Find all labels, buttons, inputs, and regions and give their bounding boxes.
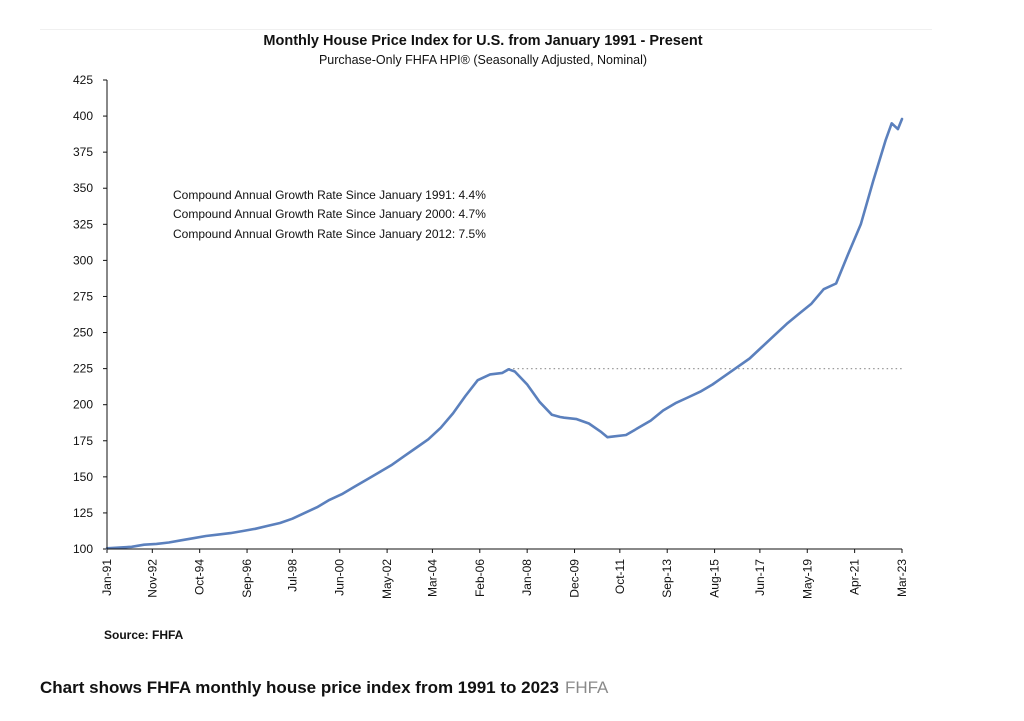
y-tick-label: 150 bbox=[73, 470, 93, 484]
x-tick-label: Sep-13 bbox=[660, 559, 674, 598]
y-tick-label: 125 bbox=[73, 506, 93, 520]
house-price-index-chart: Monthly House Price Index for U.S. from … bbox=[73, 33, 909, 642]
x-tick-label: Jul-98 bbox=[285, 559, 299, 592]
y-tick-label: 200 bbox=[73, 398, 93, 412]
y-tick-label: 275 bbox=[73, 289, 93, 303]
annotation-cagr-1991: Compound Annual Growth Rate Since Januar… bbox=[173, 188, 486, 202]
y-tick-label: 375 bbox=[73, 145, 93, 159]
y-tick-label: 300 bbox=[73, 253, 93, 267]
x-tick-label: May-02 bbox=[380, 559, 394, 599]
chart-title: Monthly House Price Index for U.S. from … bbox=[263, 33, 702, 49]
top-divider bbox=[40, 29, 932, 30]
y-tick-label: 100 bbox=[73, 542, 93, 556]
y-axis: 100 125 150 175 200 225 250 275 300 325 350 375 400 4… bbox=[73, 73, 107, 556]
x-tick-label: Jan-08 bbox=[520, 559, 534, 596]
x-tick-label: Oct-94 bbox=[193, 559, 207, 595]
annotation-cagr-2000: Compound Annual Growth Rate Since Januar… bbox=[173, 207, 486, 221]
x-tick-label: Jun-00 bbox=[333, 559, 347, 596]
x-tick-label: Dec-09 bbox=[568, 559, 582, 598]
y-tick-label: 425 bbox=[73, 73, 93, 87]
y-tick-label: 350 bbox=[73, 181, 93, 195]
x-axis: Jan-91 Nov-92 Oct-94 Sep-96 Jul-98 Jun-00 May-… bbox=[100, 549, 909, 599]
y-tick-label: 250 bbox=[73, 326, 93, 340]
y-tick-label: 175 bbox=[73, 434, 93, 448]
annotation-cagr-2012: Compound Annual Growth Rate Since Januar… bbox=[173, 227, 486, 241]
x-tick-label: Apr-21 bbox=[848, 559, 862, 595]
y-tick-label: 400 bbox=[73, 109, 93, 123]
series-line-hpi bbox=[105, 117, 904, 550]
x-tick-label: Mar-23 bbox=[895, 559, 909, 597]
figure-caption: Chart shows FHFA monthly house price ind… bbox=[40, 678, 608, 698]
x-tick-label: Jan-91 bbox=[100, 559, 114, 596]
x-tick-label: Aug-15 bbox=[708, 559, 722, 598]
caption-text: Chart shows FHFA monthly house price ind… bbox=[40, 678, 559, 697]
x-tick-label: Nov-92 bbox=[145, 559, 159, 598]
x-tick-label: Oct-11 bbox=[613, 559, 627, 594]
x-tick-label: May-19 bbox=[800, 559, 814, 599]
x-tick-label: Jun-17 bbox=[753, 559, 767, 596]
caption-credit: FHFA bbox=[564, 678, 609, 697]
x-tick-label: Sep-96 bbox=[240, 559, 254, 598]
source-label: Source: FHFA bbox=[104, 628, 184, 642]
x-tick-label: Mar-04 bbox=[425, 559, 439, 597]
x-tick-label: Feb-06 bbox=[473, 559, 487, 597]
y-tick-label: 325 bbox=[73, 217, 93, 231]
chart-subtitle: Purchase-Only FHFA HPI® (Seasonally Adju… bbox=[319, 53, 647, 67]
y-tick-label: 225 bbox=[73, 362, 93, 376]
